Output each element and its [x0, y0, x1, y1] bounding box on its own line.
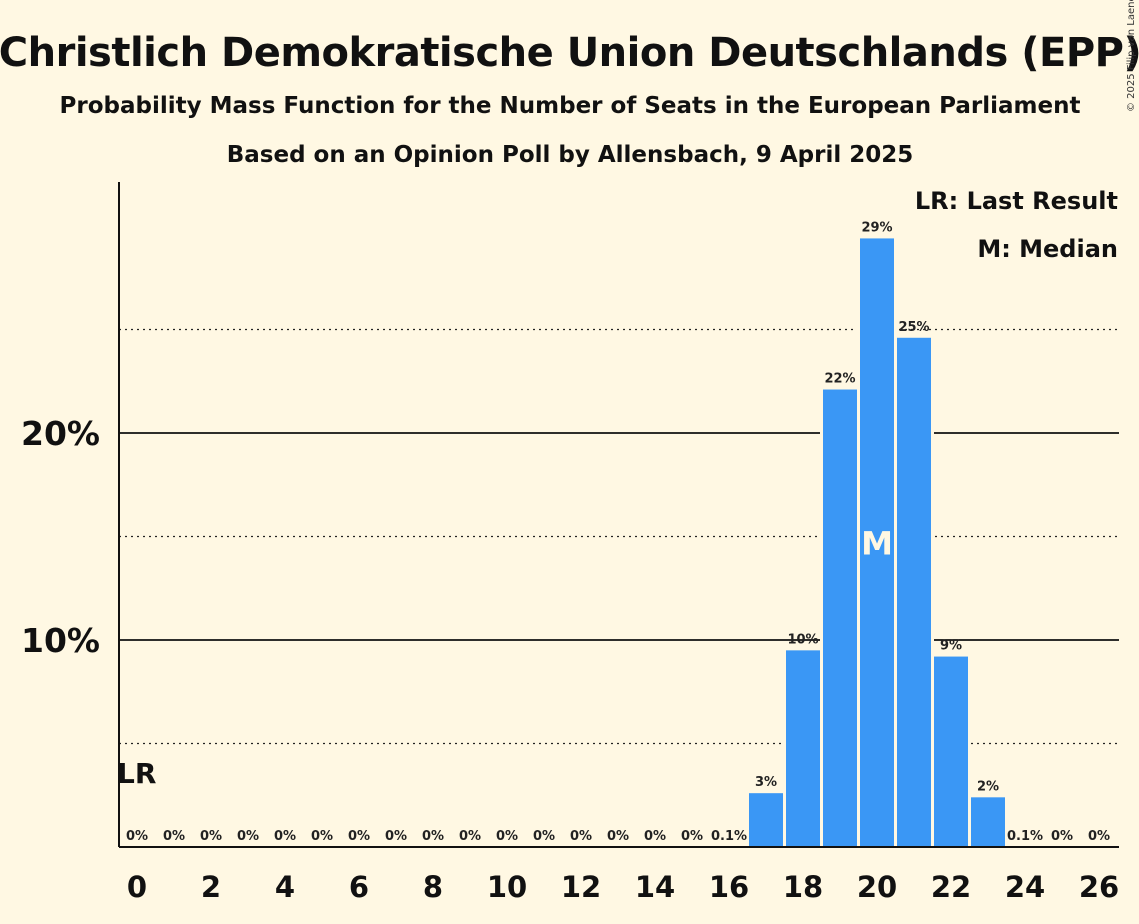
- bar-label-seat-25: 0%: [1051, 829, 1073, 844]
- x-tick-4: 4: [275, 870, 295, 904]
- x-tick-10: 10: [487, 870, 527, 904]
- bar-seat-18: [786, 650, 820, 847]
- bars: [746, 235, 1008, 848]
- bar-label-seat-5: 0%: [311, 829, 333, 844]
- x-tick-20: 20: [857, 870, 897, 904]
- last-result-marker: LR: [117, 757, 156, 790]
- y-axis-tick-labels: 10% 20%: [21, 414, 100, 660]
- bar-label-seat-14: 0%: [644, 829, 666, 844]
- bar-label-seat-6: 0%: [348, 829, 370, 844]
- bar-label-seat-21: 25%: [898, 320, 929, 335]
- bar-seat-17: [749, 793, 783, 847]
- x-tick-12: 12: [561, 870, 601, 904]
- copyright-notice: © 2025 Filip van Laenen: [1126, 0, 1137, 112]
- bar-label-seat-24: 0.1%: [1007, 829, 1043, 844]
- chart-title: Christlich Demokratische Union Deutschla…: [0, 30, 1139, 76]
- bar-label-seat-15: 0%: [681, 829, 703, 844]
- bar-label-seat-13: 0%: [607, 829, 629, 844]
- bar-label-seat-23: 2%: [977, 779, 999, 794]
- bar-label-seat-3: 0%: [237, 829, 259, 844]
- bar-seat-19: [823, 389, 857, 847]
- bar-seat-23: [971, 797, 1005, 847]
- bar-label-seat-16: 0.1%: [711, 829, 747, 844]
- bar-label-seat-19: 22%: [824, 372, 855, 387]
- bar-label-seat-12: 0%: [570, 829, 592, 844]
- bar-seat-20: [860, 238, 894, 848]
- x-tick-18: 18: [783, 870, 823, 904]
- x-tick-14: 14: [635, 870, 675, 904]
- chart-source-subtitle: Based on an Opinion Poll by Allensbach, …: [227, 142, 914, 168]
- axes: [118, 182, 1119, 848]
- chart-subtitle: Probability Mass Function for the Number…: [60, 93, 1081, 119]
- bar-label-seat-9: 0%: [459, 829, 481, 844]
- x-tick-16: 16: [709, 870, 749, 904]
- median-marker: M: [861, 525, 893, 563]
- x-tick-2: 2: [201, 870, 221, 904]
- y-tick-10: 10%: [21, 621, 100, 660]
- x-tick-26: 26: [1079, 870, 1119, 904]
- bar-label-seat-26: 0%: [1088, 829, 1110, 844]
- bar-label-seat-4: 0%: [274, 829, 296, 844]
- x-tick-8: 8: [423, 870, 443, 904]
- bar-label-seat-22: 9%: [940, 639, 962, 654]
- x-tick-0: 0: [127, 870, 147, 904]
- legend-median: M: Median: [977, 235, 1118, 263]
- x-tick-24: 24: [1005, 870, 1045, 904]
- bar-label-seat-7: 0%: [385, 829, 407, 844]
- legend-last-result: LR: Last Result: [915, 187, 1118, 215]
- bar-label-seat-11: 0%: [533, 829, 555, 844]
- x-tick-22: 22: [931, 870, 971, 904]
- bar-value-labels: 0% 0% 0% 0% 0% 0% 0% 0% 0% 0% 0% 0% 0% 0% 0% 0% 0.1% 3% 10…: [126, 220, 1110, 844]
- bar-seat-21: [897, 337, 931, 847]
- bar-label-seat-1: 0%: [163, 829, 185, 844]
- gridlines: [119, 328, 1119, 745]
- y-tick-20: 20%: [21, 414, 100, 453]
- bar-label-seat-18: 10%: [787, 632, 818, 647]
- x-axis-tick-labels: 0 2 4 6 8 10 12 14 16 18 20 22 24 26: [127, 870, 1119, 904]
- bar-label-seat-0: 0%: [126, 829, 148, 844]
- bar-label-seat-2: 0%: [200, 829, 222, 844]
- bar-seat-22: [934, 656, 968, 847]
- x-tick-6: 6: [349, 870, 369, 904]
- bar-label-seat-8: 0%: [422, 829, 444, 844]
- bar-label-seat-17: 3%: [755, 775, 777, 790]
- bar-label-seat-10: 0%: [496, 829, 518, 844]
- bar-label-seat-20: 29%: [861, 220, 892, 235]
